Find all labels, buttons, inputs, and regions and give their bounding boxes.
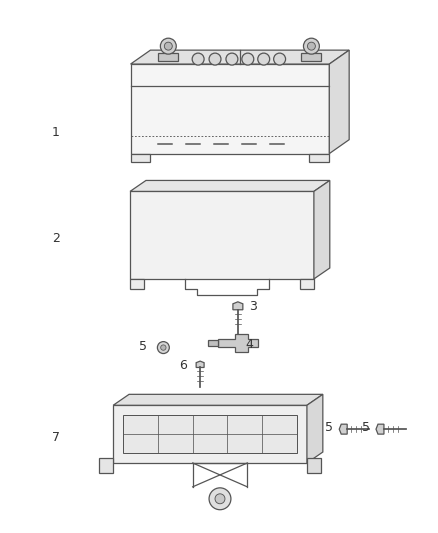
Circle shape bbox=[157, 342, 170, 353]
Circle shape bbox=[209, 53, 221, 65]
Polygon shape bbox=[131, 64, 329, 154]
Polygon shape bbox=[339, 424, 347, 434]
Circle shape bbox=[226, 53, 238, 65]
Polygon shape bbox=[130, 181, 330, 191]
Polygon shape bbox=[99, 458, 113, 473]
Polygon shape bbox=[159, 53, 178, 61]
Polygon shape bbox=[123, 415, 297, 453]
Polygon shape bbox=[309, 154, 329, 161]
Polygon shape bbox=[329, 50, 349, 154]
Circle shape bbox=[307, 42, 315, 50]
Text: 7: 7 bbox=[52, 431, 60, 443]
Polygon shape bbox=[314, 181, 330, 279]
Polygon shape bbox=[131, 50, 349, 64]
Circle shape bbox=[242, 53, 254, 65]
Polygon shape bbox=[301, 53, 321, 61]
Circle shape bbox=[274, 53, 286, 65]
Text: 1: 1 bbox=[52, 126, 60, 139]
Text: 5: 5 bbox=[139, 340, 148, 353]
Polygon shape bbox=[130, 279, 144, 289]
Polygon shape bbox=[113, 394, 323, 405]
Text: 2: 2 bbox=[52, 232, 60, 245]
Polygon shape bbox=[113, 405, 307, 463]
Polygon shape bbox=[130, 191, 314, 279]
Text: 6: 6 bbox=[179, 359, 187, 372]
Polygon shape bbox=[208, 340, 218, 345]
Circle shape bbox=[215, 494, 225, 504]
Circle shape bbox=[160, 38, 176, 54]
Text: 5: 5 bbox=[362, 421, 370, 434]
Polygon shape bbox=[300, 279, 314, 289]
Polygon shape bbox=[218, 334, 258, 352]
Polygon shape bbox=[307, 458, 321, 473]
Circle shape bbox=[161, 345, 166, 350]
Circle shape bbox=[192, 53, 204, 65]
Polygon shape bbox=[307, 394, 323, 463]
Circle shape bbox=[304, 38, 319, 54]
Text: 5: 5 bbox=[325, 421, 333, 434]
Text: 4: 4 bbox=[246, 338, 254, 351]
Polygon shape bbox=[233, 302, 243, 310]
Polygon shape bbox=[131, 154, 150, 161]
Circle shape bbox=[209, 488, 231, 510]
Polygon shape bbox=[196, 361, 204, 367]
Polygon shape bbox=[376, 424, 384, 434]
Circle shape bbox=[258, 53, 270, 65]
Circle shape bbox=[164, 42, 172, 50]
Text: 3: 3 bbox=[249, 300, 257, 313]
